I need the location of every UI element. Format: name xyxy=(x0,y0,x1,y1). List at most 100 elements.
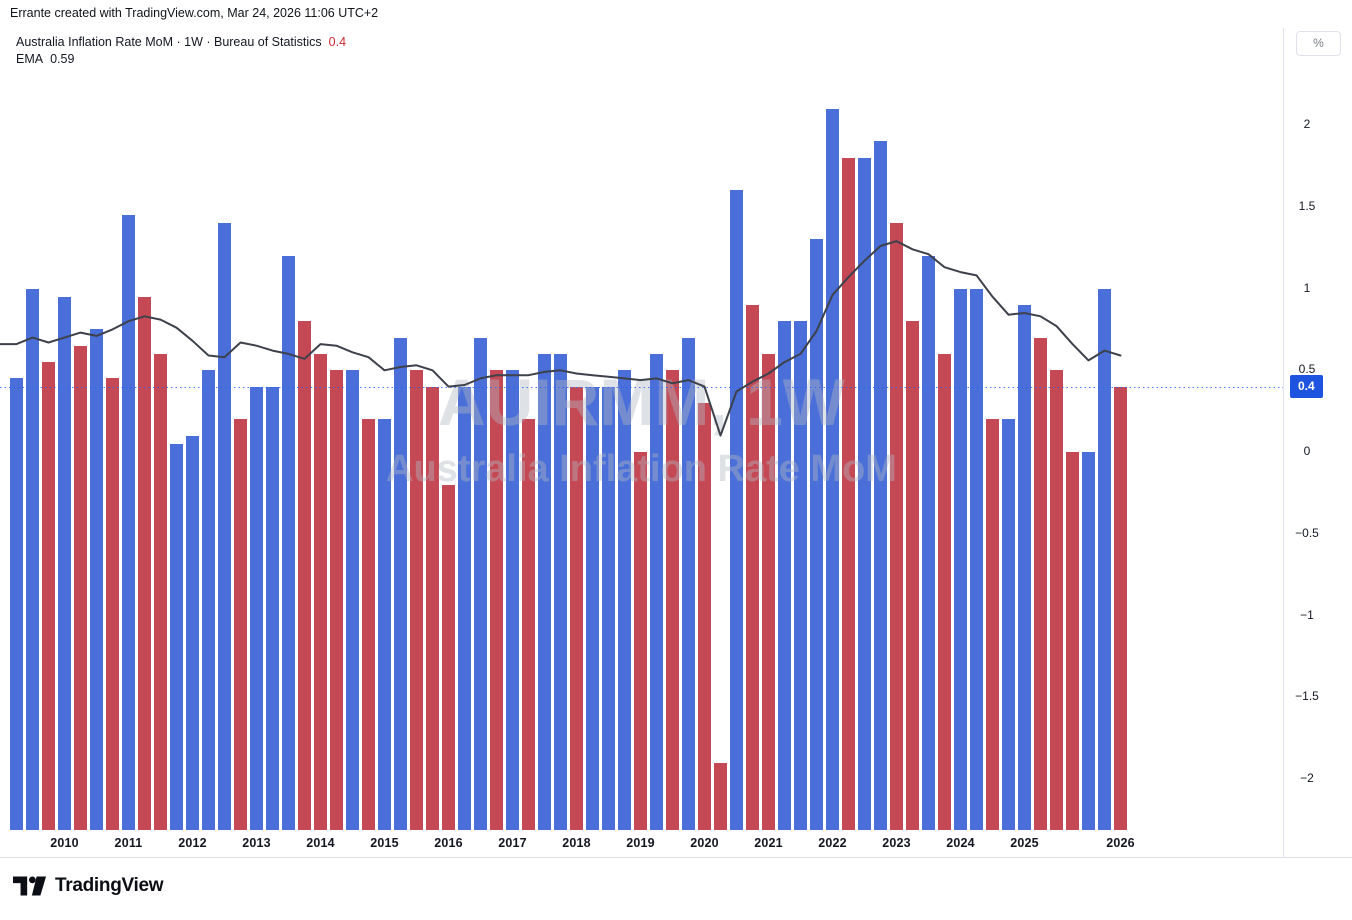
bar xyxy=(874,141,887,830)
bar xyxy=(1098,288,1111,830)
bar xyxy=(586,386,599,830)
bar xyxy=(90,329,103,830)
bar xyxy=(298,321,311,830)
price-tick-label: −1 xyxy=(1300,607,1314,622)
bar xyxy=(170,443,183,830)
bar xyxy=(1034,337,1047,830)
last-price-badge: 0.4 xyxy=(1290,374,1323,398)
time-tick-label: 2016 xyxy=(434,836,463,850)
bar xyxy=(202,370,215,830)
bar xyxy=(794,321,807,830)
time-tick-label: 2025 xyxy=(1010,836,1039,850)
bar xyxy=(890,223,903,830)
bar xyxy=(826,108,839,830)
bar xyxy=(1066,452,1079,830)
legend-main-row[interactable]: Australia Inflation Rate MoM · 1W · Bure… xyxy=(16,34,346,51)
bar xyxy=(426,386,439,830)
bar xyxy=(1018,304,1031,830)
bar xyxy=(778,321,791,830)
tradingview-logo-text: TradingView xyxy=(55,875,164,896)
bar xyxy=(522,419,535,830)
time-tick-label: 2015 xyxy=(370,836,399,850)
bar xyxy=(1082,452,1095,830)
bar xyxy=(698,402,711,830)
bar xyxy=(442,484,455,830)
bar xyxy=(186,435,199,830)
time-tick-label: 2012 xyxy=(178,836,207,850)
time-tick-label: 2026 xyxy=(1106,836,1135,850)
bar xyxy=(346,370,359,830)
percent-unit-button[interactable]: % xyxy=(1296,31,1341,56)
bar xyxy=(842,157,855,830)
bar xyxy=(682,337,695,830)
bar xyxy=(570,386,583,830)
bar xyxy=(154,353,167,830)
plot-area[interactable]: AUIRMM, 1W Australia Inflation Rate MoM xyxy=(0,28,1283,830)
bar xyxy=(650,353,663,830)
bar xyxy=(538,353,551,830)
bar xyxy=(986,419,999,830)
bar xyxy=(1002,419,1015,830)
bar xyxy=(906,321,919,830)
bar xyxy=(602,386,615,830)
bar xyxy=(330,370,343,830)
chart-widget: AUIRMM, 1W Australia Inflation Rate MoM … xyxy=(0,28,1352,858)
bar xyxy=(282,255,295,830)
price-axis[interactable]: % 2 1.5 1 0.5 0 −0.5 −1 −1.5 −2 0.4 xyxy=(1283,28,1352,858)
bar xyxy=(394,337,407,830)
price-tick-label: −1.5 xyxy=(1295,689,1319,704)
time-tick-label: 2011 xyxy=(114,836,143,850)
tradingview-logo[interactable]: TradingView xyxy=(13,874,164,898)
bar xyxy=(378,419,391,830)
bar xyxy=(618,370,631,830)
bar xyxy=(74,345,87,830)
tradingview-logo-icon xyxy=(13,876,47,896)
time-tick-label: 2022 xyxy=(818,836,847,850)
legend: Australia Inflation Rate MoM · 1W · Bure… xyxy=(16,34,346,68)
attribution-text: Errante created with TradingView.com, Ma… xyxy=(10,6,379,20)
bar xyxy=(554,353,567,830)
bar xyxy=(218,223,231,830)
bar xyxy=(714,762,727,830)
bar xyxy=(266,386,279,830)
time-tick-label: 2020 xyxy=(690,836,719,850)
bar xyxy=(474,337,487,830)
bar xyxy=(42,362,55,830)
bar xyxy=(58,296,71,830)
bar xyxy=(122,214,135,830)
bar xyxy=(250,386,263,830)
legend-ema-value: 0.59 xyxy=(50,52,75,66)
bar xyxy=(234,419,247,830)
bar xyxy=(26,288,39,830)
bar xyxy=(938,353,951,830)
bar xyxy=(954,288,967,830)
last-value-dotted-line xyxy=(0,387,1283,388)
time-tick-label: 2013 xyxy=(242,836,271,850)
legend-title: Australia Inflation Rate MoM · 1W · Bure… xyxy=(16,35,322,49)
price-tick-label: 1 xyxy=(1303,280,1311,295)
time-tick-label: 2010 xyxy=(50,836,79,850)
bar xyxy=(362,419,375,830)
bar xyxy=(106,378,119,830)
legend-ema-row[interactable]: EMA 0.59 xyxy=(16,51,346,68)
bar xyxy=(762,353,775,830)
time-tick-label: 2018 xyxy=(562,836,591,850)
bar xyxy=(410,370,423,830)
bar xyxy=(746,304,759,830)
bar xyxy=(314,353,327,830)
price-tick-label: 2 xyxy=(1303,117,1311,131)
time-tick-label: 2014 xyxy=(306,836,335,850)
time-tick-label: 2017 xyxy=(498,836,527,850)
time-tick-label: 2019 xyxy=(626,836,655,850)
bar xyxy=(490,370,503,830)
time-axis[interactable]: 2010 2011 2012 2013 2014 2015 2016 2017 2018 2019… xyxy=(0,830,1283,858)
bar xyxy=(138,296,151,830)
bar xyxy=(858,157,871,830)
legend-last-value: 0.4 xyxy=(328,35,347,49)
time-tick-label: 2024 xyxy=(946,836,975,850)
bar xyxy=(1114,386,1127,830)
price-tick-label: 1.5 xyxy=(1298,198,1316,213)
legend-ema-label: EMA xyxy=(16,52,44,66)
price-tick-label: 0 xyxy=(1303,444,1311,458)
bar xyxy=(922,255,935,830)
